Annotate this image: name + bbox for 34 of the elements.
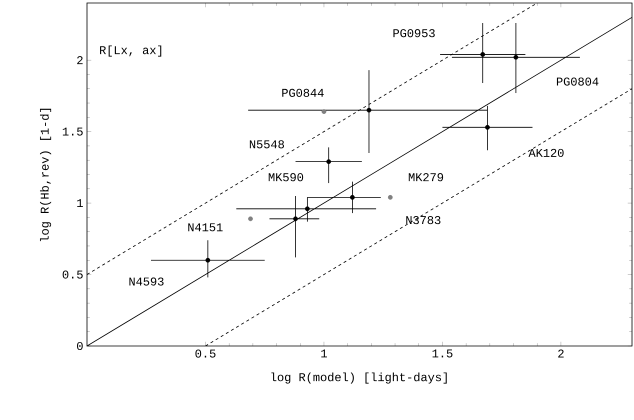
- annotation: N4593: [129, 277, 164, 286]
- annotation: N3783: [406, 216, 440, 224]
- point: [388, 194, 393, 200]
- annotation: AK120: [528, 148, 564, 157]
- point: [248, 216, 253, 222]
- annotation: MK590: [268, 173, 304, 182]
- x-tick-label: 1.5: [432, 350, 452, 358]
- point: [322, 109, 326, 114]
- annotation: PG0844: [282, 88, 324, 97]
- annotation: R[Lx, ax]: [100, 45, 162, 57]
- y-tick-label: 0.5: [62, 270, 83, 279]
- x-tick-label: 0.5: [195, 350, 216, 358]
- point: [514, 54, 518, 60]
- annotation: N4151: [188, 223, 223, 232]
- annotation: MK279: [408, 173, 444, 182]
- x-tick-label: 2: [558, 350, 564, 358]
- y-axis-title: log R(Hb,rev) [1-d]: [40, 108, 52, 242]
- point: [480, 52, 486, 57]
- point: [485, 124, 490, 130]
- y-tick-label: 1.5: [62, 128, 83, 136]
- annotation: PG0953: [393, 29, 435, 38]
- y-tick-label: 1: [77, 199, 83, 208]
- y-tick-label: 2: [77, 56, 83, 64]
- x-tick-label: 1: [321, 350, 327, 358]
- point: [293, 216, 298, 222]
- point: [304, 206, 310, 212]
- point: [205, 258, 210, 263]
- y-tick-label: 0: [77, 342, 83, 350]
- point: [366, 108, 372, 113]
- x-axis-title: log R(model) [light-days]: [271, 372, 447, 384]
- annotation: PG0804: [556, 77, 598, 86]
- point: [350, 194, 355, 200]
- point: [326, 159, 332, 164]
- annotation: N5548: [250, 140, 284, 148]
